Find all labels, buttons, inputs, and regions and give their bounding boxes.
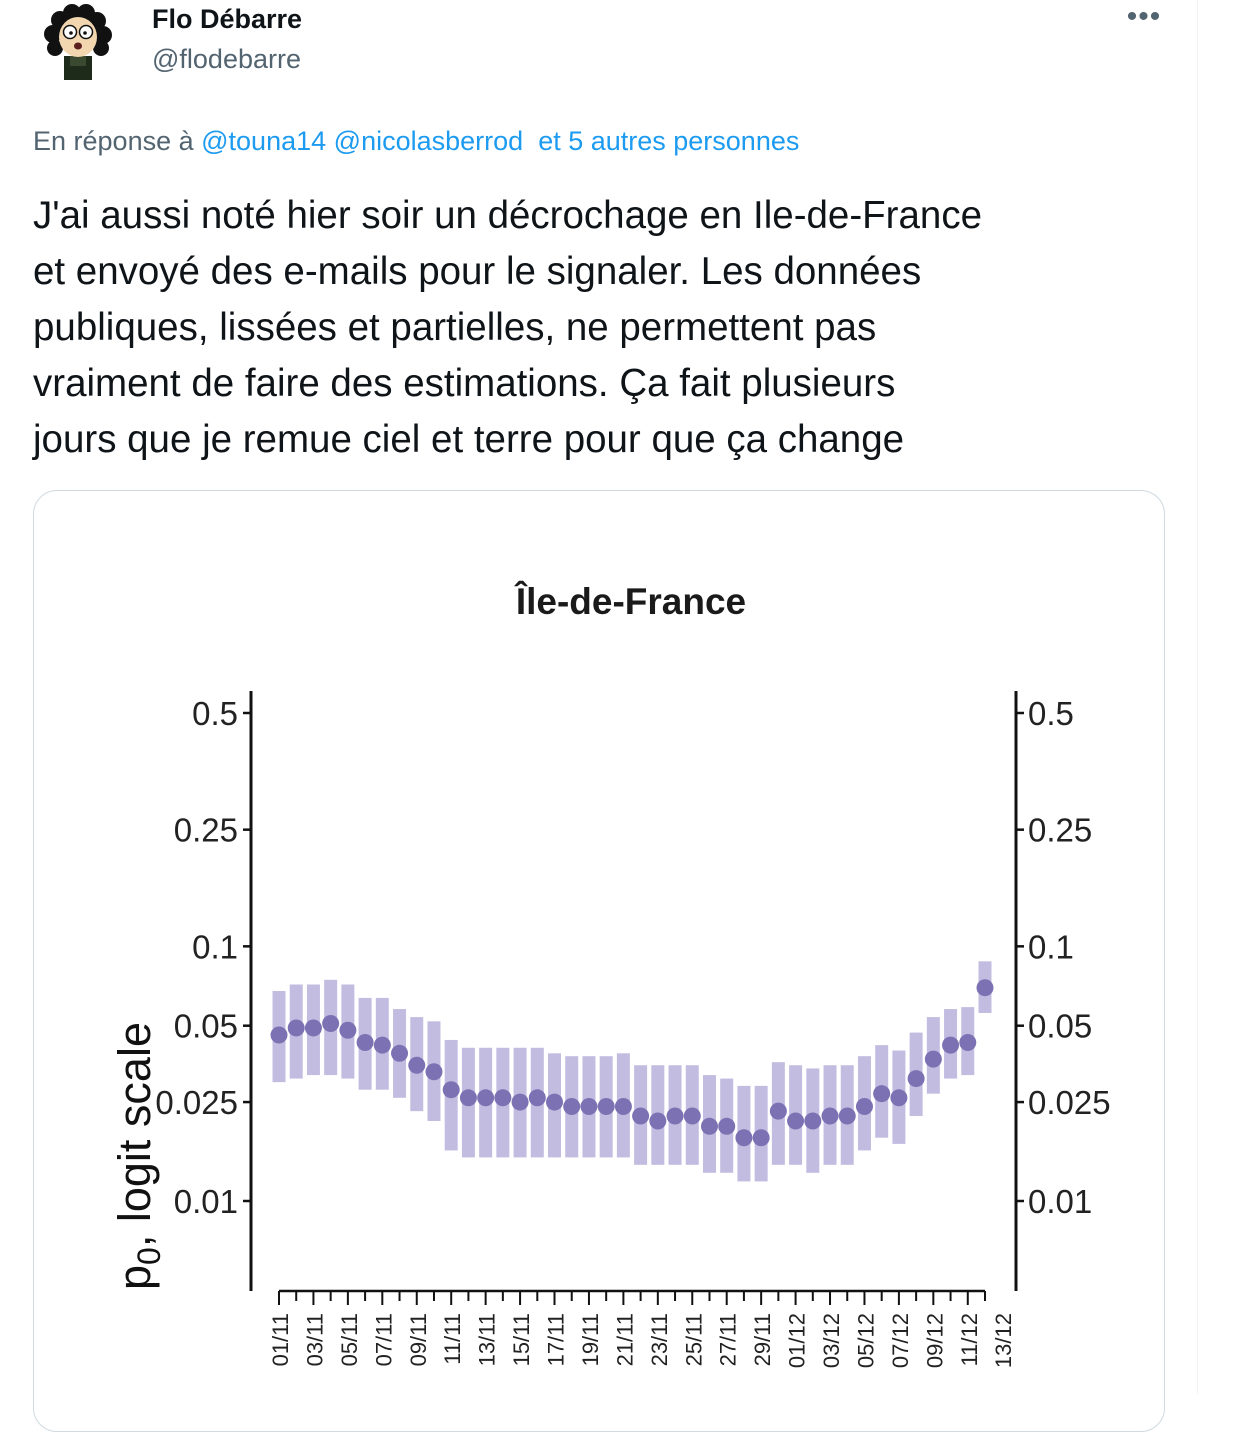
data-point [511, 1093, 529, 1111]
x-tick-label: 27/11 [716, 1313, 741, 1366]
data-point [959, 1033, 977, 1051]
data-point [683, 1107, 701, 1125]
x-tick-label: 11/12 [957, 1313, 982, 1366]
x-tick-label: 23/11 [647, 1313, 672, 1366]
data-point [787, 1112, 805, 1130]
data-point [924, 1050, 942, 1068]
left-y-tick-label: 0.025 [155, 1084, 238, 1121]
reply-context: En réponse à @touna14 @nicolasberrod et … [33, 126, 799, 157]
data-point [873, 1085, 891, 1103]
x-tick-label: 01/12 [785, 1313, 810, 1368]
data-point [804, 1112, 822, 1130]
author-name[interactable]: Flo Débarre [152, 4, 303, 34]
more-options-button[interactable]: ••• [1126, 0, 1162, 33]
x-tick-label: 13/12 [991, 1313, 1016, 1368]
author-handle[interactable]: @flodebarre [152, 44, 301, 74]
x-tick-label: 21/11 [612, 1313, 637, 1366]
data-point [942, 1036, 960, 1054]
right-y-tick-label: 0.1 [1028, 928, 1074, 965]
data-point [477, 1089, 495, 1107]
data-point [287, 1019, 305, 1037]
x-tick-label: 25/11 [681, 1313, 706, 1366]
x-tick-label: 13/11 [475, 1313, 500, 1366]
x-tick-label: 17/11 [544, 1313, 569, 1366]
mention-touna14[interactable]: @touna14 [201, 126, 327, 156]
x-tick-label: 29/11 [750, 1313, 775, 1366]
right-y-tick-label: 0.5 [1028, 695, 1074, 732]
left-y-tick-label: 0.05 [174, 1008, 238, 1045]
data-point [425, 1063, 443, 1081]
data-point [459, 1089, 477, 1107]
left-y-tick-label: 0.1 [192, 928, 238, 965]
data-point [494, 1089, 512, 1107]
right-y-tick-label: 0.025 [1028, 1084, 1111, 1121]
data-point [322, 1014, 340, 1032]
data-point [649, 1112, 667, 1130]
data-point [821, 1107, 839, 1125]
right-y-tick-label: 0.25 [1028, 812, 1092, 849]
data-point [614, 1098, 632, 1116]
data-point [752, 1129, 770, 1147]
x-tick-label: 03/11 [302, 1313, 327, 1366]
x-tick-label: 09/11 [406, 1313, 431, 1366]
cartoon-avatar-icon [44, 4, 112, 80]
data-point [597, 1098, 615, 1116]
data-point [356, 1033, 374, 1051]
x-tick-label: 01/11 [268, 1313, 293, 1366]
data-point [666, 1107, 684, 1125]
right-y-tick-label: 0.05 [1028, 1008, 1092, 1045]
data-point [907, 1070, 925, 1088]
data-point [408, 1056, 426, 1074]
y-axis-label-subscript: 0 [131, 1247, 167, 1265]
mention-nicolasberrod[interactable]: @nicolasberrod [333, 126, 524, 156]
right-y-tick-label: 0.01 [1028, 1183, 1092, 1220]
left-y-tick-label: 0.25 [174, 812, 238, 849]
data-point [373, 1036, 391, 1054]
data-point [735, 1129, 753, 1147]
data-point [442, 1081, 460, 1099]
x-tick-label: 07/11 [371, 1313, 396, 1366]
x-tick-label: 07/12 [888, 1313, 913, 1368]
avatar[interactable] [40, 4, 116, 80]
chart-canvas: Île-de-France p0, logit scale 0.5 0.5 0.25… [109, 580, 1111, 1368]
x-tick-label: 19/11 [578, 1313, 603, 1366]
timeline-divider [1197, 0, 1198, 1394]
data-point [976, 979, 994, 997]
data-point [304, 1019, 322, 1037]
reply-prefix: En réponse à [33, 126, 202, 156]
x-tick-label: 11/11 [440, 1313, 465, 1365]
x-tick-label: 05/12 [853, 1313, 878, 1368]
data-point [718, 1117, 736, 1135]
data-point [769, 1102, 787, 1120]
data-point [563, 1098, 581, 1116]
data-point [546, 1093, 564, 1111]
left-y-tick-label: 0.5 [192, 695, 238, 732]
data-point [270, 1026, 288, 1044]
data-point [838, 1107, 856, 1125]
x-tick-label: 05/11 [337, 1313, 362, 1366]
data-point [855, 1098, 873, 1116]
y-axis-label: p0, logit scale [109, 1022, 167, 1290]
x-tick-label: 03/12 [819, 1313, 844, 1368]
data-point [391, 1044, 409, 1062]
tweet-media-chart[interactable]: Île-de-France p0, logit scale 0.5 0.5 0.25… [33, 490, 1165, 1432]
data-point [580, 1098, 598, 1116]
left-y-tick-label: 0.01 [174, 1183, 238, 1220]
data-point [632, 1107, 650, 1125]
x-tick-label: 09/12 [922, 1313, 947, 1368]
chart-title: Île-de-France [514, 580, 746, 622]
data-point [700, 1117, 718, 1135]
y-axis-label-p: p [109, 1265, 160, 1290]
data-point [528, 1089, 546, 1107]
x-tick-label: 15/11 [509, 1313, 534, 1366]
data-point [339, 1021, 357, 1039]
reply-others-link[interactable]: et 5 autres personnes [538, 126, 800, 156]
data-point [890, 1089, 908, 1107]
tweet-text: J'ai aussi noté hier soir un décrochage … [33, 194, 982, 461]
y-axis-label-rest: , logit scale [109, 1022, 160, 1247]
